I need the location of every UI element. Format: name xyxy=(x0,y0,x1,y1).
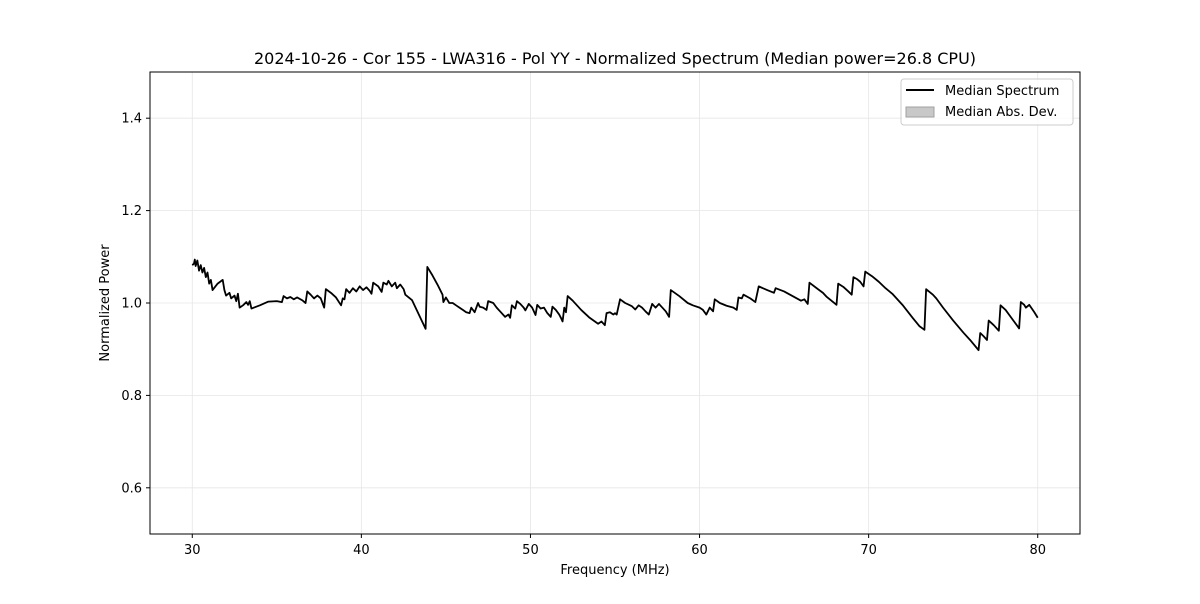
y-tick-label: 0.6 xyxy=(121,481,142,496)
legend-median-abs-dev-swatch xyxy=(905,106,935,118)
axis-ticks: 30 40 50 60 70 80 0.6 0.8 1.0 1.2 1.4 xyxy=(121,112,1046,558)
legend-box xyxy=(900,78,1074,126)
x-tick-label: 70 xyxy=(860,543,877,558)
legend-median-abs-dev-label: Median Abs. Dev. xyxy=(945,105,1057,120)
y-tick-label: 1.2 xyxy=(121,204,142,219)
legend-median-spectrum-label: Median Spectrum xyxy=(945,84,1059,99)
series-line-median-spectrum xyxy=(191,258,1039,352)
legend: Median Spectrum Median Abs. Dev. xyxy=(900,78,1074,126)
chart-title: 2024-10-26 - Cor 155 - LWA316 - Pol YY -… xyxy=(254,49,976,68)
x-tick-label: 80 xyxy=(1029,543,1046,558)
x-tick-label: 40 xyxy=(353,543,370,558)
y-tick-label: 0.8 xyxy=(121,389,142,404)
x-tick-label: 50 xyxy=(522,543,539,558)
x-tick-label: 60 xyxy=(691,543,708,558)
y-tick-label: 1.4 xyxy=(121,112,142,127)
y-axis-label: Normalized Power xyxy=(98,244,113,362)
x-axis-label: Frequency (MHz) xyxy=(560,563,669,578)
data-series xyxy=(191,258,1039,352)
x-tick-label: 30 xyxy=(184,543,201,558)
y-tick-label: 1.0 xyxy=(121,297,142,312)
